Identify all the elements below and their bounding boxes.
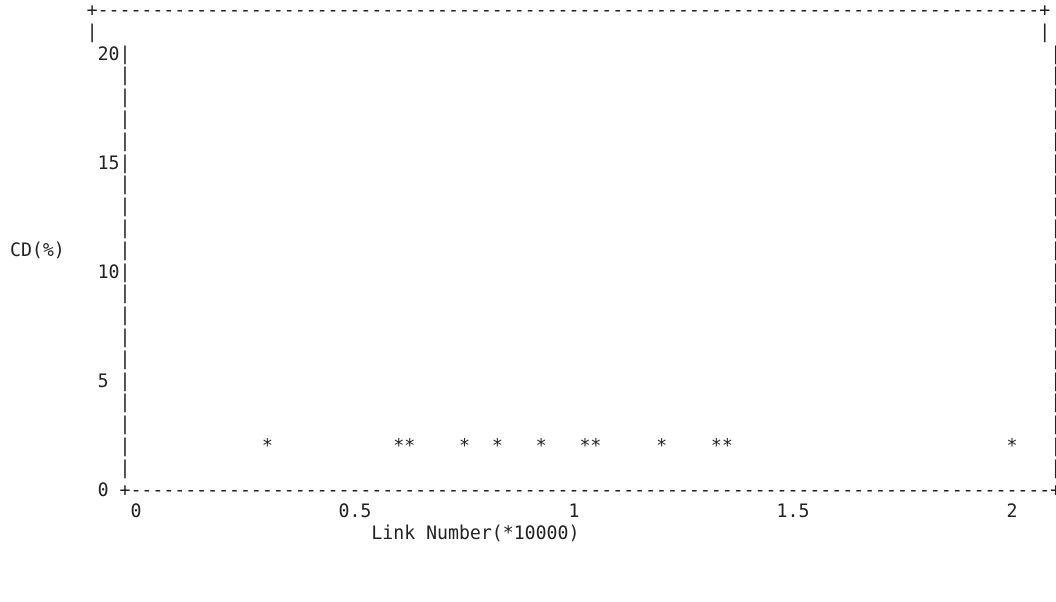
data-point: * <box>579 435 591 457</box>
axis-right: | <box>1050 261 1056 283</box>
axis-left: | <box>119 261 131 283</box>
data-point: * <box>656 435 668 457</box>
axis-right: | <box>1050 196 1056 218</box>
axis-right: | <box>1050 217 1056 239</box>
axis-right: | <box>1050 392 1056 414</box>
frame-left: | <box>86 21 98 43</box>
axis-right: | <box>1050 108 1056 130</box>
axis-right: | <box>1050 174 1056 196</box>
axis-left: | <box>119 152 131 174</box>
axis-bottom: +---------------------------------------… <box>119 479 1056 501</box>
x-tick-label: 0 <box>130 501 142 523</box>
axis-right: | <box>1050 65 1056 87</box>
axis-left: | <box>119 108 131 130</box>
axis-left: | <box>119 87 131 109</box>
axis-left: | <box>119 370 131 392</box>
axis-right: | <box>1050 239 1056 261</box>
ascii-chart: +---------------------------------------… <box>10 0 1056 545</box>
x-tick-label: 0.5 <box>338 501 372 523</box>
axis-right: | <box>1050 130 1056 152</box>
y-tick-label: 5 <box>97 370 109 392</box>
axis-left: | <box>119 283 131 305</box>
y-tick-label: 10 <box>97 261 120 283</box>
frame-right: | <box>1039 21 1051 43</box>
axis-left: | <box>119 130 131 152</box>
y-axis-label: CD(%) <box>10 239 65 261</box>
axis-left: | <box>119 435 131 457</box>
data-point: * <box>535 435 547 457</box>
x-tick-label: 1.5 <box>776 501 810 523</box>
axis-right: | <box>1050 435 1056 457</box>
axis-right: | <box>1050 370 1056 392</box>
axis-right: | <box>1050 283 1056 305</box>
axis-right: | <box>1050 87 1056 109</box>
frame-top: +---------------------------------------… <box>86 0 1051 21</box>
y-tick-label: 15 <box>97 152 120 174</box>
axis-right: | <box>1050 326 1056 348</box>
data-point: * <box>710 435 722 457</box>
x-tick-label: 2 <box>1006 501 1018 523</box>
axis-right: | <box>1050 152 1056 174</box>
data-point: * <box>458 435 470 457</box>
x-tick-label: 1 <box>568 501 580 523</box>
axis-right: | <box>1050 457 1056 479</box>
axis-left: | <box>119 392 131 414</box>
y-tick-label: 0 <box>97 479 109 501</box>
axis-left: | <box>119 196 131 218</box>
axis-left: | <box>119 414 131 436</box>
axis-left: | <box>119 457 131 479</box>
data-point: * <box>1006 435 1018 457</box>
data-point: * <box>404 435 416 457</box>
axis-left: | <box>119 217 131 239</box>
axis-right: | <box>1050 305 1056 327</box>
axis-left: | <box>119 239 131 261</box>
data-point: * <box>590 435 602 457</box>
y-tick-label: 20 <box>97 43 120 65</box>
axis-left: | <box>119 326 131 348</box>
axis-left: | <box>119 174 131 196</box>
axis-left: | <box>119 65 131 87</box>
axis-right: | <box>1050 348 1056 370</box>
axis-left: | <box>119 348 131 370</box>
axis-right: | <box>1050 414 1056 436</box>
axis-right: | <box>1050 43 1056 65</box>
axis-left: | <box>119 43 131 65</box>
data-point: * <box>491 435 503 457</box>
axis-left: | <box>119 305 131 327</box>
data-point: * <box>261 435 273 457</box>
x-axis-label: Link Number(*10000) <box>371 523 580 545</box>
data-point: * <box>721 435 733 457</box>
data-point: * <box>393 435 405 457</box>
